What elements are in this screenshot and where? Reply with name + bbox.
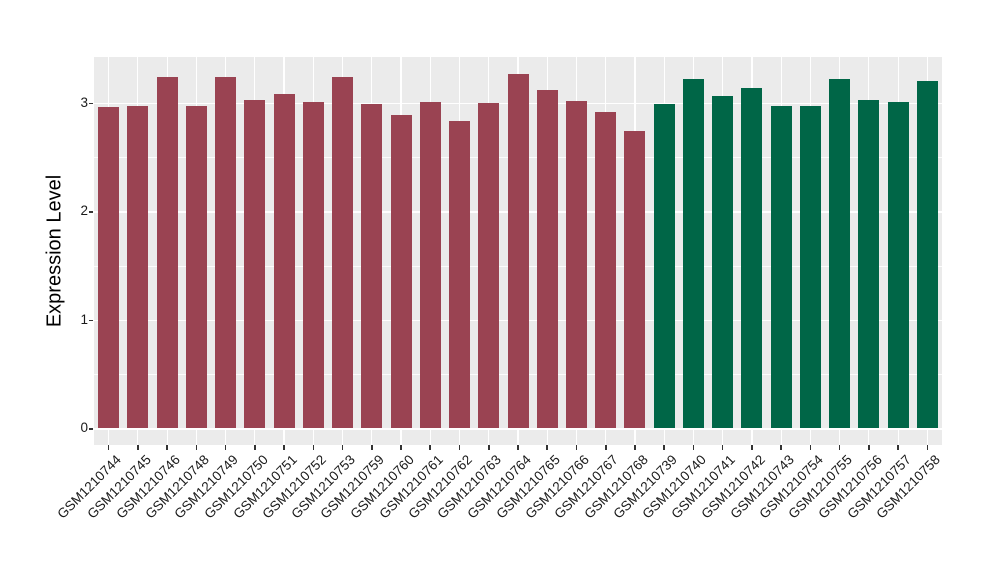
bar-GSM1210761: [419, 101, 441, 429]
bar-GSM1210758: [916, 81, 938, 429]
y-tick-label: 3: [80, 94, 88, 110]
y-tick-label: 1: [80, 311, 88, 327]
bar-GSM1210764: [507, 73, 529, 429]
x-tick-mark: [838, 445, 841, 450]
y-tick-mark: [89, 428, 93, 430]
y-tick-label: 2: [80, 203, 88, 219]
x-tick-mark: [312, 445, 315, 450]
x-tick-mark: [780, 445, 782, 450]
x-tick-mark: [751, 445, 753, 450]
bar-GSM1210756: [858, 99, 880, 429]
bar-GSM1210765: [536, 89, 558, 429]
x-tick-mark: [254, 445, 256, 450]
x-tick-mark: [897, 445, 899, 450]
x-tick-mark: [137, 445, 139, 450]
x-tick-mark: [546, 445, 549, 450]
bar-GSM1210768: [624, 131, 646, 429]
bar-GSM1210760: [390, 114, 412, 429]
x-tick-mark: [721, 445, 724, 450]
bar-GSM1210742: [741, 87, 763, 429]
bar-GSM1210762: [449, 121, 471, 429]
bar-GSM1210752: [302, 101, 324, 429]
x-tick-mark: [809, 445, 812, 450]
x-tick-mark: [458, 445, 461, 450]
y-tick-label: 0: [80, 420, 88, 436]
bar-GSM1210744: [98, 107, 120, 429]
bar-GSM1210757: [887, 101, 909, 429]
bar-GSM1210750: [244, 99, 266, 429]
x-tick-mark: [926, 445, 929, 450]
bar-GSM1210767: [595, 111, 617, 429]
bar-GSM1210739: [653, 103, 675, 429]
bar-GSM1210763: [478, 102, 500, 429]
x-tick-mark: [575, 445, 578, 450]
x-tick-mark: [692, 445, 695, 450]
x-tick-mark: [166, 445, 168, 450]
x-tick-mark: [224, 445, 227, 450]
x-tick-mark: [487, 445, 490, 450]
bar-GSM1210751: [273, 94, 295, 429]
bar-GSM1210766: [565, 100, 587, 429]
x-tick-mark: [429, 445, 432, 450]
x-tick-mark: [370, 445, 373, 450]
x-tick-mark: [604, 445, 607, 450]
y-tick-mark: [89, 211, 93, 213]
bar-GSM1210746: [156, 76, 178, 429]
bar-GSM1210741: [712, 96, 734, 429]
x-tick-mark: [283, 445, 285, 450]
x-tick-mark: [341, 445, 344, 450]
bar-GSM1210755: [829, 78, 851, 429]
x-tick-mark: [663, 445, 665, 450]
bar-GSM1210745: [127, 106, 149, 429]
bar-GSM1210743: [770, 106, 792, 429]
x-tick-mark: [195, 445, 198, 450]
y-tick-mark: [89, 102, 93, 105]
x-tick-mark: [107, 445, 110, 450]
bar-GSM1210753: [332, 76, 354, 429]
bar-GSM1210759: [361, 103, 383, 429]
plot-panel: [94, 57, 942, 445]
bar-GSM1210740: [682, 78, 704, 429]
x-tick-mark: [517, 445, 519, 450]
bar-GSM1210749: [215, 76, 237, 429]
y-tick-mark: [89, 319, 93, 322]
x-tick-mark: [634, 445, 636, 450]
bar-GSM1210748: [185, 106, 207, 429]
bar-GSM1210754: [799, 106, 821, 429]
x-tick-mark: [400, 445, 402, 450]
y-axis-title: Expression Level: [43, 174, 66, 328]
x-tick-mark: [868, 445, 870, 450]
